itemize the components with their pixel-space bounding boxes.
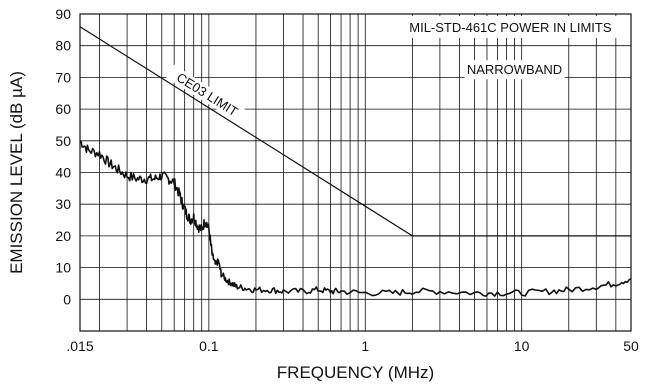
y-tick-label: 30 [55, 196, 71, 212]
narrowband-background [464, 60, 565, 80]
y-tick-label: 40 [55, 165, 71, 181]
y-tick-label: 50 [55, 133, 71, 149]
narrowband-label: NARROWBAND [467, 62, 562, 77]
y-tick-label: 60 [55, 101, 71, 117]
tick-labels: 0 10 20 30 40 50 60 70 80 90 .015 0.1 1 10 50 [55, 6, 639, 354]
y-tick-label: 80 [55, 38, 71, 54]
limit-line [79, 26, 631, 237]
x-tick-label: 0.1 [199, 338, 219, 354]
x-axis-title: FREQUENCY (MHz) [277, 363, 434, 382]
x-tick-label: 10 [514, 338, 530, 354]
measured-emission-line [79, 140, 632, 297]
y-tick-label: 0 [63, 291, 71, 307]
series [79, 26, 632, 297]
x-tick-label: 1 [361, 338, 369, 354]
y-tick-label: 70 [55, 69, 71, 85]
y-tick-label: 20 [55, 228, 71, 244]
plot-frame [79, 13, 632, 332]
x-tick-label: 50 [623, 338, 639, 354]
y-axis-title: EMISSION LEVEL (dB µA) [7, 71, 26, 274]
limit-label-group: CE03 LIMIT [166, 64, 249, 125]
limit-label-background [166, 64, 249, 125]
y-tick-label: 90 [55, 6, 71, 22]
x-tick-label: .015 [66, 338, 93, 354]
header-label: MIL-STD-461C POWER IN LIMITS [409, 20, 612, 35]
header-background [392, 16, 628, 38]
annotations: MIL-STD-461C POWER IN LIMITS NARROWBAND CE… [166, 16, 628, 125]
y-tick-label: 10 [55, 260, 71, 276]
